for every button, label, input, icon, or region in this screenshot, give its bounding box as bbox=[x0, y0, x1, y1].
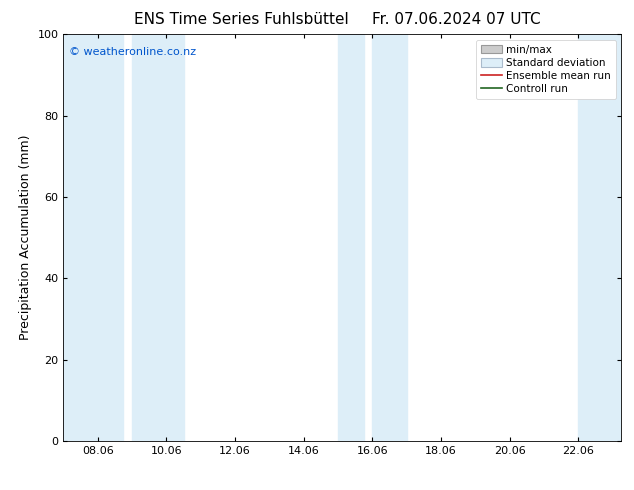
Text: ENS Time Series Fuhlsbüttel: ENS Time Series Fuhlsbüttel bbox=[134, 12, 348, 27]
Bar bbox=[578, 34, 621, 441]
Legend: min/max, Standard deviation, Ensemble mean run, Controll run: min/max, Standard deviation, Ensemble me… bbox=[476, 40, 616, 99]
Bar bbox=[338, 34, 364, 441]
Text: Fr. 07.06.2024 07 UTC: Fr. 07.06.2024 07 UTC bbox=[372, 12, 541, 27]
Bar bbox=[63, 34, 124, 441]
Y-axis label: Precipitation Accumulation (mm): Precipitation Accumulation (mm) bbox=[19, 135, 32, 341]
Bar bbox=[132, 34, 184, 441]
Bar bbox=[372, 34, 407, 441]
Text: © weatheronline.co.nz: © weatheronline.co.nz bbox=[69, 47, 196, 56]
